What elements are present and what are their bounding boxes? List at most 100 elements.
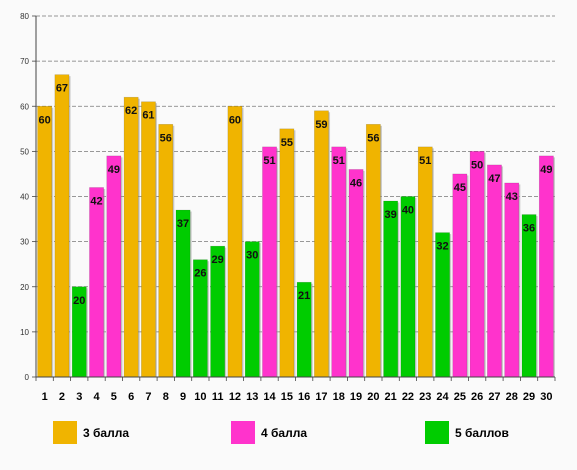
- x-tick-label: 18: [333, 391, 345, 403]
- bars: [37, 74, 555, 378]
- data-label: 37: [177, 218, 189, 230]
- bar: [244, 241, 260, 378]
- bar: [469, 151, 485, 378]
- x-tick-label: 25: [454, 391, 466, 403]
- bar: [37, 105, 53, 378]
- data-label: 46: [350, 177, 362, 189]
- x-tick-label: 15: [281, 391, 293, 403]
- y-tick-label: 20: [20, 283, 29, 292]
- legend: 3 балла 4 балла 5 баллов: [53, 421, 509, 444]
- legend-swatch: [425, 421, 449, 444]
- legend-swatch: [53, 421, 77, 444]
- data-label: 26: [194, 268, 206, 280]
- y-tick-label: 60: [20, 102, 29, 111]
- data-label: 40: [402, 205, 414, 217]
- data-label: 67: [56, 83, 68, 95]
- x-tick-label: 30: [540, 391, 552, 403]
- data-label: 49: [540, 164, 552, 176]
- bar: [452, 173, 468, 378]
- x-tick-label: 26: [471, 391, 483, 403]
- x-tick-label: 29: [523, 391, 535, 403]
- y-tick-label: 70: [20, 57, 29, 66]
- bar: [348, 169, 364, 378]
- bar: [89, 187, 104, 378]
- bar: [331, 146, 347, 378]
- data-label: 21: [298, 290, 310, 302]
- x-tick-label: 24: [436, 391, 449, 403]
- data-labels: 60 67 20 42 49 62 61 56 37 26 29 60 30 51 55 21 59 51 46 56…: [39, 83, 553, 307]
- data-label: 55: [281, 137, 293, 149]
- data-label: 61: [142, 110, 154, 122]
- x-tick-label: 10: [194, 391, 206, 403]
- x-tick-label: 2: [59, 391, 65, 403]
- bar: [504, 182, 520, 378]
- bar: [141, 101, 156, 378]
- bar: [487, 164, 502, 378]
- x-tick-label: 3: [76, 391, 82, 403]
- data-label: 45: [454, 182, 466, 194]
- data-label: 32: [436, 241, 448, 253]
- data-label: 47: [488, 173, 500, 185]
- x-tick-label: 28: [506, 391, 518, 403]
- x-tick-label: 5: [111, 391, 117, 403]
- x-tick-label: 13: [246, 391, 258, 403]
- data-label: 56: [160, 132, 172, 144]
- bar: [538, 155, 554, 378]
- bar: [365, 124, 381, 378]
- bar: [123, 96, 139, 378]
- bar: [417, 146, 433, 378]
- y-tick-label: 80: [20, 12, 29, 21]
- bar: [314, 110, 329, 378]
- data-label: 43: [506, 191, 518, 203]
- data-label: 59: [315, 119, 327, 131]
- data-label: 49: [108, 164, 120, 176]
- data-label: 60: [39, 114, 51, 126]
- x-tick-label: 21: [385, 391, 397, 403]
- x-tick-label: 7: [145, 391, 151, 403]
- x-tick-label: 12: [229, 391, 241, 403]
- data-label: 56: [367, 132, 379, 144]
- y-tick-label: 10: [20, 328, 29, 337]
- x-tick-label: 4: [93, 391, 100, 403]
- bar: [400, 196, 416, 378]
- legend-label: 4 балла: [261, 426, 307, 440]
- x-tick-label: 17: [315, 391, 327, 403]
- data-label: 39: [385, 209, 397, 221]
- gridlines: [36, 15, 555, 333]
- legend-swatch: [231, 421, 255, 444]
- x-tick-label: 19: [350, 391, 362, 403]
- bar: [383, 200, 399, 378]
- data-label: 42: [90, 195, 102, 207]
- bar: [521, 214, 537, 378]
- bar: [279, 128, 295, 378]
- x-tick-label: 27: [488, 391, 500, 403]
- y-tick-label: 40: [20, 193, 29, 202]
- data-label: 60: [229, 114, 241, 126]
- x-tick-label: 8: [163, 391, 169, 403]
- bar: [435, 232, 450, 378]
- data-label: 51: [263, 155, 275, 167]
- data-label: 30: [246, 250, 258, 262]
- y-tick-label: 50: [20, 147, 29, 156]
- data-label: 51: [419, 155, 431, 167]
- bar: [227, 105, 243, 378]
- x-tick-label: 16: [298, 391, 310, 403]
- x-tick-label: 22: [402, 391, 414, 403]
- legend-label: 3 балла: [83, 426, 129, 440]
- x-tick-label: 9: [180, 391, 186, 403]
- x-tick-label: 1: [42, 391, 48, 403]
- bar: [175, 209, 191, 378]
- data-label: 62: [125, 105, 137, 117]
- y-tick-label: 30: [20, 238, 29, 247]
- legend-label: 5 баллов: [455, 426, 509, 440]
- data-label: 51: [333, 155, 345, 167]
- x-tick-label: 11: [212, 391, 224, 403]
- data-label: 20: [73, 295, 85, 307]
- y-tick-label: 0: [25, 373, 30, 382]
- bar: [106, 155, 122, 378]
- x-tick-label: 23: [419, 391, 431, 403]
- x-tick-label: 6: [128, 391, 134, 403]
- bar: [54, 74, 70, 378]
